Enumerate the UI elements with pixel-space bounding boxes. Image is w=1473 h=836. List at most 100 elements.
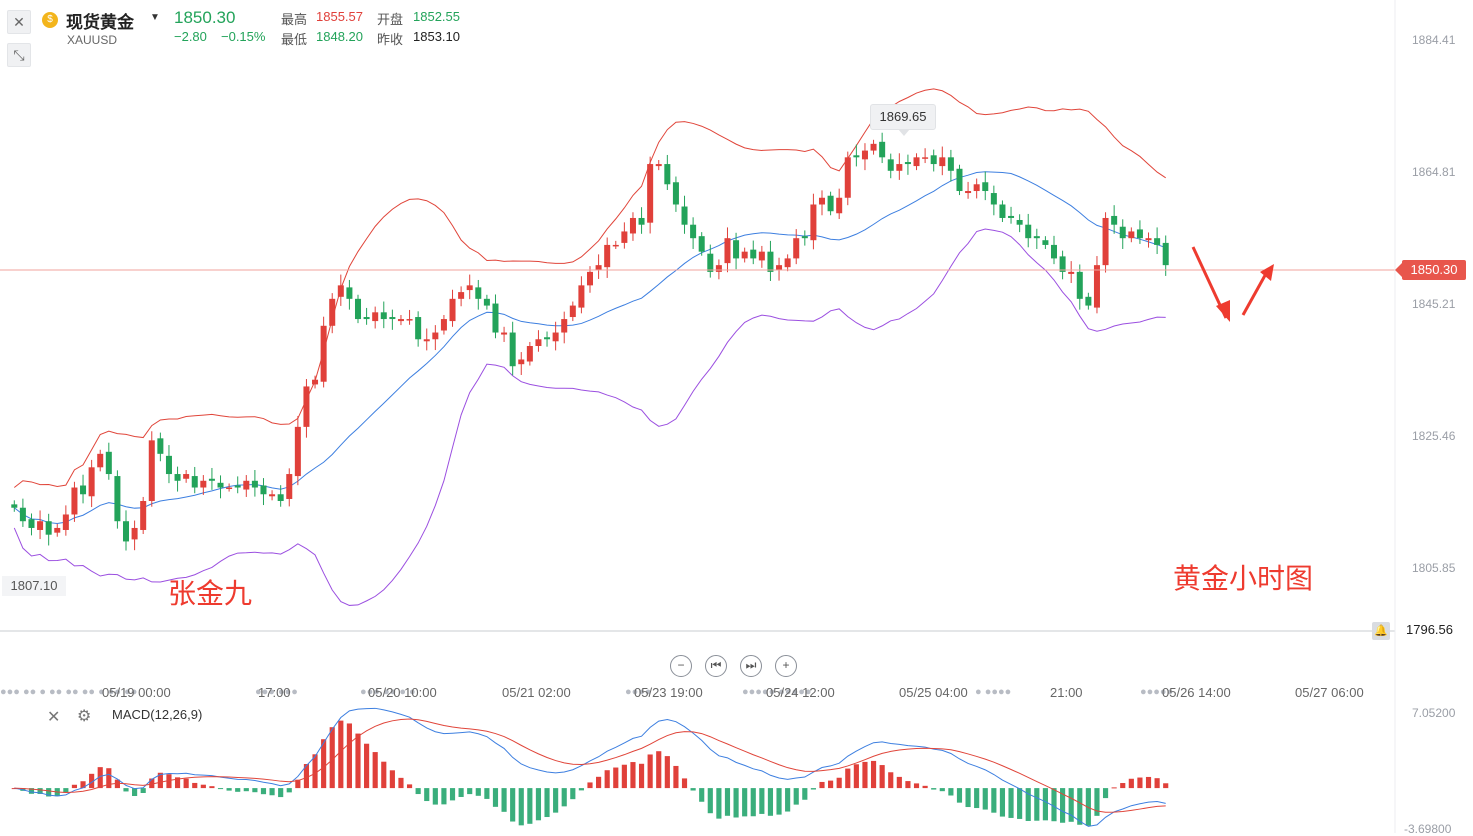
candle-body (518, 359, 525, 365)
candle-body (913, 157, 920, 167)
candle-body (818, 197, 826, 205)
macd-bar (1017, 788, 1023, 819)
macd-bar (870, 760, 877, 789)
macd-top-value: 7.05200 (1412, 706, 1456, 720)
candle-body (277, 494, 284, 501)
macd-bar (767, 788, 774, 816)
candle-body (312, 379, 319, 385)
macd-bar (192, 782, 198, 789)
candle-body (604, 244, 611, 268)
x-tick: 05/19 00:00 (102, 685, 171, 700)
candle-body (37, 521, 44, 530)
macd-bar (553, 788, 559, 813)
candle-body (629, 217, 636, 234)
chevron-down-icon[interactable]: ▼ (150, 12, 160, 23)
macd-bar (174, 777, 181, 789)
candle-body (475, 287, 482, 299)
macd-bar (1025, 788, 1031, 821)
candle-body (71, 487, 78, 515)
peak-price-tag: 1869.65 (870, 104, 936, 136)
candle-body (1093, 265, 1100, 308)
macd-bar (922, 785, 928, 789)
gear-icon[interactable]: ⚙ (77, 708, 92, 725)
candle-body (586, 271, 594, 286)
x-tick: 05/23 19:00 (634, 685, 703, 700)
macd-bar (776, 788, 782, 815)
candle-body (45, 521, 52, 535)
last-price: 1850.30 (174, 8, 236, 27)
zoom-in-button[interactable]: + (775, 655, 797, 677)
candle-body (337, 285, 344, 297)
collapse-icon[interactable]: ⤡ (7, 43, 31, 67)
macd-bar (664, 756, 670, 789)
zoom-out-button[interactable]: − (670, 655, 692, 677)
macd-bar (1034, 788, 1040, 821)
macd-bar (372, 752, 378, 789)
candle-body (354, 298, 362, 320)
macd-bar (733, 788, 739, 818)
macd-bar (364, 743, 370, 789)
candle-body (380, 312, 387, 320)
macd-bar (999, 788, 1006, 817)
candle-body (492, 303, 499, 333)
candle-body (999, 204, 1006, 218)
x-tick: 05/25 04:00 (899, 685, 968, 700)
candle-body (1016, 219, 1023, 225)
macd-bar (501, 788, 507, 812)
instrument-name[interactable]: 现货黄金 (66, 13, 134, 32)
macd-bar (260, 788, 267, 795)
candle-body (750, 249, 757, 259)
candle-body (406, 319, 413, 321)
x-tick: 05/27 06:00 (1295, 685, 1364, 700)
candle-body (904, 162, 911, 165)
y-tick: 1805.85 (1412, 561, 1456, 575)
candle-body (965, 191, 972, 194)
price-change: −2.80 (174, 29, 207, 44)
candle-body (243, 480, 250, 490)
macd-bar (1154, 778, 1160, 789)
candle-body (191, 476, 198, 488)
y-tick: 1884.41 (1412, 33, 1456, 47)
scroll-right-button[interactable]: ⏭ (740, 655, 762, 677)
macd-bar (905, 781, 911, 789)
candle-body (80, 485, 87, 495)
macd-bar (587, 782, 593, 789)
price-change-pct: −0.15% (221, 29, 266, 44)
x-tick: 05/21 02:00 (502, 685, 571, 700)
candle-body (1085, 296, 1092, 306)
boll-mid-line (13, 171, 1166, 524)
candle-body (286, 474, 293, 499)
macd-bar (449, 788, 456, 801)
candle-body (647, 164, 654, 223)
scroll-left-button[interactable]: ⏮ (705, 655, 727, 677)
macd-bar (965, 788, 971, 808)
low-value: 1848.20 (316, 29, 363, 44)
candle-body (62, 514, 69, 530)
macd-bar (269, 788, 275, 796)
x-tick: 17:00 (258, 685, 291, 700)
author-watermark: 张金九 (168, 578, 253, 609)
close-icon[interactable]: ✕ (7, 10, 31, 34)
candle-body (990, 193, 997, 205)
candle-body (561, 319, 568, 333)
candle-body (483, 298, 490, 306)
down-arrow-head (1216, 300, 1230, 322)
candle-body (329, 298, 336, 326)
candle-body (930, 155, 937, 165)
candle-body (501, 332, 508, 335)
macd-bar (785, 788, 791, 812)
candle-body (879, 141, 886, 158)
candle-body (88, 467, 95, 497)
macd-bar (810, 788, 816, 790)
candle-body (870, 143, 877, 151)
candle-body (621, 231, 628, 243)
candle-body (698, 236, 705, 252)
macd-bar (630, 762, 636, 789)
macd-bar (913, 783, 920, 789)
candle-body (1076, 271, 1083, 299)
bell-icon[interactable]: 🔔 (1372, 622, 1390, 640)
low-label: 最低 (281, 32, 308, 47)
candle-body (131, 527, 138, 540)
close-indicator-icon[interactable]: ✕ (47, 709, 61, 726)
